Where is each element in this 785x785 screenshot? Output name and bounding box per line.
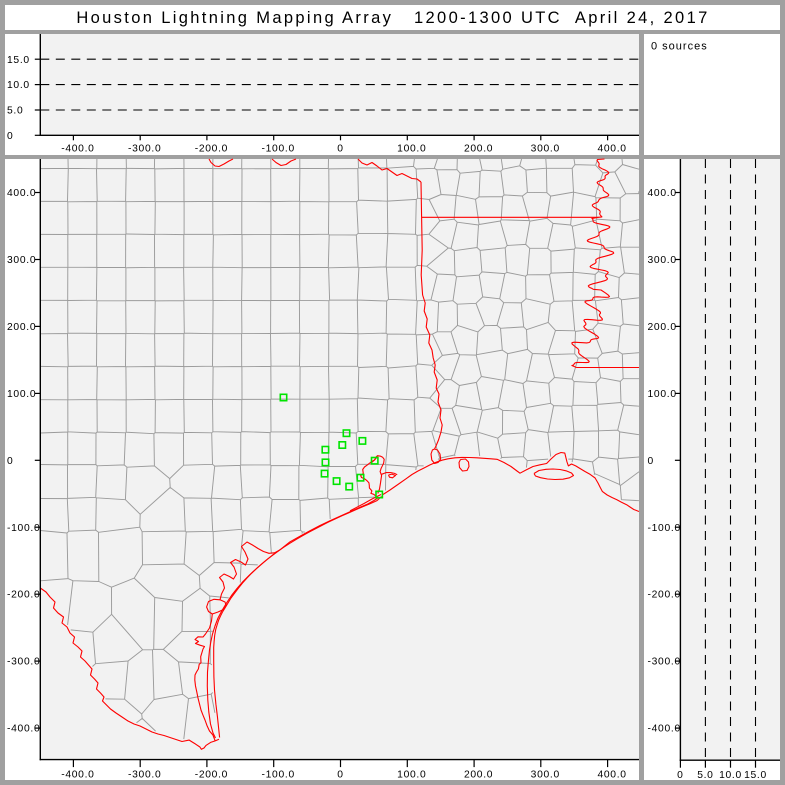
svg-text:400.0: 400.0 xyxy=(597,144,626,155)
svg-text:15.0: 15.0 xyxy=(7,55,30,66)
svg-text:400.0: 400.0 xyxy=(597,770,626,781)
svg-text:300.0: 300.0 xyxy=(648,255,677,266)
svg-text:200.0: 200.0 xyxy=(464,770,493,781)
svg-text:-100.0: -100.0 xyxy=(261,144,294,155)
svg-text:200.0: 200.0 xyxy=(464,144,493,155)
svg-text:-100.0: -100.0 xyxy=(261,770,294,781)
svg-text:-400.0: -400.0 xyxy=(61,770,94,781)
svg-text:400.0: 400.0 xyxy=(648,188,677,199)
svg-text:5.0: 5.0 xyxy=(7,106,23,117)
svg-text:400.0: 400.0 xyxy=(7,188,36,199)
svg-text:-300.0: -300.0 xyxy=(7,657,40,668)
svg-text:100.0: 100.0 xyxy=(397,770,426,781)
svg-text:-300.0: -300.0 xyxy=(648,657,681,668)
svg-text:0: 0 xyxy=(337,144,343,155)
svg-text:-400.0: -400.0 xyxy=(61,144,94,155)
svg-text:0: 0 xyxy=(7,131,13,142)
svg-text:100.0: 100.0 xyxy=(397,144,426,155)
svg-text:10.0: 10.0 xyxy=(719,770,742,781)
svg-text:-200.0: -200.0 xyxy=(195,770,228,781)
svg-text:-300.0: -300.0 xyxy=(128,144,161,155)
svg-text:100.0: 100.0 xyxy=(648,389,677,400)
svg-text:200.0: 200.0 xyxy=(7,322,36,333)
svg-text:Houston Lightning Mapping Arra: Houston Lightning Mapping Array 1200-130… xyxy=(76,9,709,27)
svg-text:5.0: 5.0 xyxy=(697,770,713,781)
svg-text:300.0: 300.0 xyxy=(7,255,36,266)
svg-text:-100.0: -100.0 xyxy=(648,523,681,534)
svg-text:300.0: 300.0 xyxy=(531,770,560,781)
svg-text:200.0: 200.0 xyxy=(648,322,677,333)
svg-text:0: 0 xyxy=(677,770,683,781)
svg-text:10.0: 10.0 xyxy=(7,80,30,91)
svg-text:-100.0: -100.0 xyxy=(7,523,40,534)
svg-text:-300.0: -300.0 xyxy=(128,770,161,781)
svg-text:-200.0: -200.0 xyxy=(648,590,681,601)
svg-text:15.0: 15.0 xyxy=(744,770,767,781)
svg-text:-400.0: -400.0 xyxy=(648,724,681,735)
svg-text:100.0: 100.0 xyxy=(7,389,36,400)
svg-text:-200.0: -200.0 xyxy=(7,590,40,601)
svg-text:0 sources: 0 sources xyxy=(651,41,708,53)
svg-text:0: 0 xyxy=(7,456,13,467)
svg-text:0: 0 xyxy=(337,770,343,781)
svg-text:-200.0: -200.0 xyxy=(195,144,228,155)
svg-text:0: 0 xyxy=(648,456,654,467)
svg-text:-400.0: -400.0 xyxy=(7,724,40,735)
svg-text:300.0: 300.0 xyxy=(531,144,560,155)
